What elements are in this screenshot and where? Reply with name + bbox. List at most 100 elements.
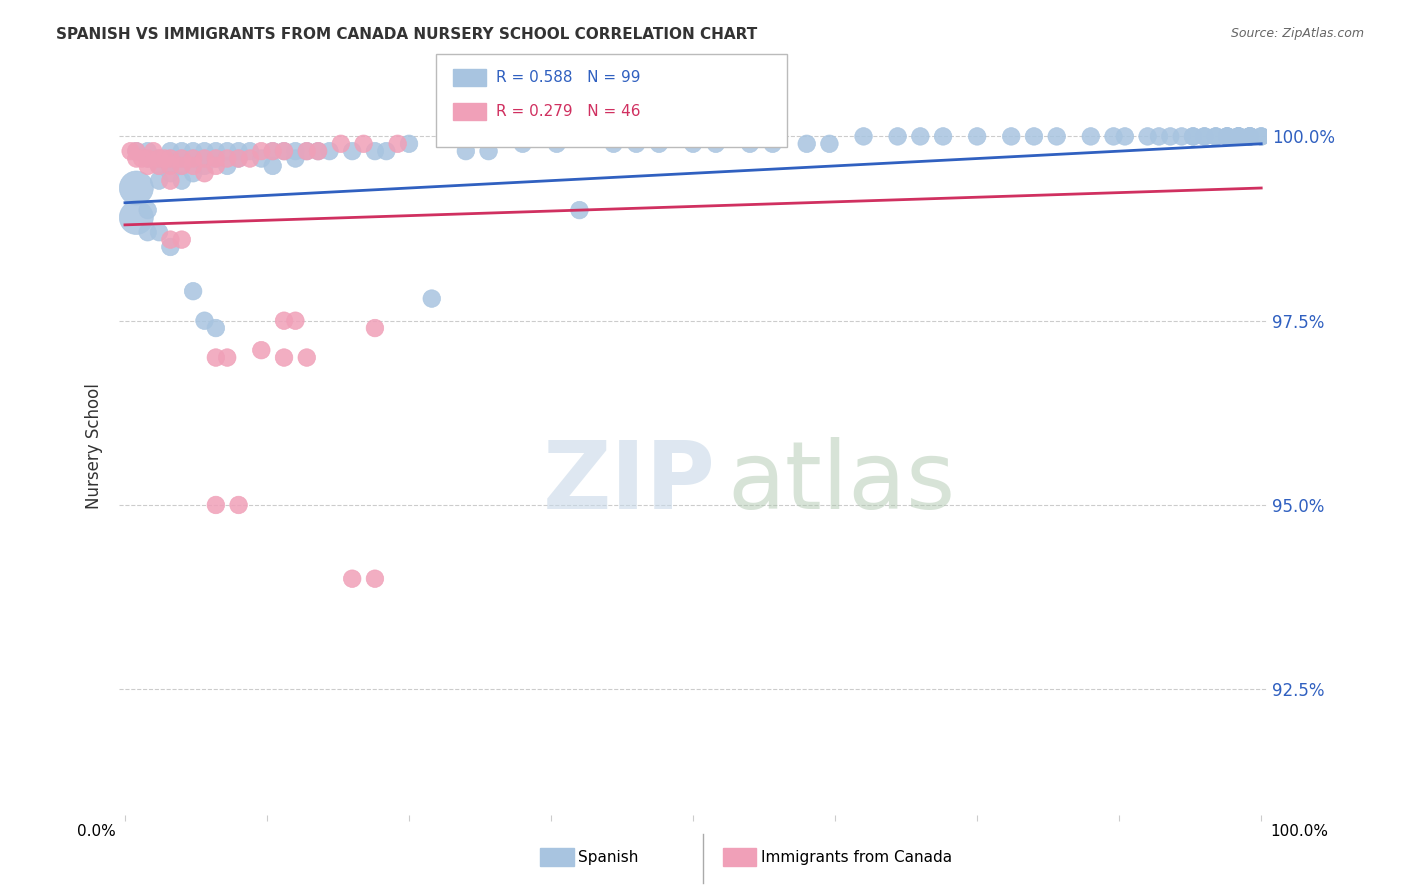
Point: [477, 144, 499, 158]
Point: [512, 136, 534, 151]
Point: [1227, 129, 1250, 144]
Point: [205, 498, 228, 512]
Point: [170, 159, 193, 173]
Point: [910, 129, 932, 144]
Point: [125, 211, 148, 225]
Point: [181, 159, 204, 173]
Point: [262, 159, 284, 173]
Point: [420, 292, 443, 306]
Text: ZIP: ZIP: [543, 437, 716, 529]
Point: [205, 321, 228, 335]
Point: [217, 351, 239, 365]
Point: [1182, 129, 1205, 144]
Point: [886, 129, 908, 144]
Point: [273, 314, 295, 328]
Point: [762, 136, 785, 151]
Point: [329, 136, 352, 151]
Point: [1227, 129, 1250, 144]
Point: [342, 572, 364, 586]
Point: [193, 152, 215, 166]
Point: [1136, 129, 1159, 144]
Point: [602, 136, 624, 151]
Point: [142, 144, 165, 158]
Point: [193, 314, 215, 328]
Point: [125, 152, 148, 166]
Point: [273, 144, 295, 158]
Point: [125, 181, 148, 195]
Point: [181, 152, 204, 166]
Point: [217, 144, 239, 158]
Point: [1194, 129, 1216, 144]
Point: [120, 144, 142, 158]
Point: [148, 152, 170, 166]
Point: [852, 129, 875, 144]
Point: [193, 166, 215, 180]
Point: [295, 144, 318, 158]
Point: [262, 144, 284, 158]
Point: [1102, 129, 1125, 144]
Point: [181, 152, 204, 166]
Point: [250, 144, 273, 158]
Point: [136, 159, 159, 173]
Point: [136, 152, 159, 166]
Point: [1239, 129, 1261, 144]
Point: [1000, 129, 1022, 144]
Point: [159, 240, 181, 254]
Point: [181, 166, 204, 180]
Point: [148, 159, 170, 173]
Text: Immigrants from Canada: Immigrants from Canada: [761, 850, 952, 864]
Point: [170, 152, 193, 166]
Point: [217, 152, 239, 166]
Point: [159, 152, 181, 166]
Point: [250, 343, 273, 358]
Point: [1227, 129, 1250, 144]
Point: [239, 144, 262, 158]
Point: [284, 144, 307, 158]
Point: [125, 144, 148, 158]
Point: [159, 174, 181, 188]
Point: [125, 144, 148, 158]
Y-axis label: Nursery School: Nursery School: [86, 383, 103, 509]
Point: [546, 136, 568, 151]
Text: 0.0%: 0.0%: [77, 824, 117, 838]
Point: [159, 159, 181, 173]
Point: [568, 203, 591, 218]
Point: [1239, 129, 1261, 144]
Point: [295, 144, 318, 158]
Point: [181, 144, 204, 158]
Point: [148, 152, 170, 166]
Point: [1114, 129, 1136, 144]
Point: [1250, 129, 1272, 144]
Point: [170, 159, 193, 173]
Point: [375, 144, 398, 158]
Point: [1205, 129, 1227, 144]
Point: [159, 166, 181, 180]
Point: [818, 136, 841, 151]
Point: [342, 144, 364, 158]
Point: [193, 144, 215, 158]
Point: [250, 152, 273, 166]
Point: [307, 144, 329, 158]
Point: [318, 144, 340, 158]
Point: [228, 152, 250, 166]
Point: [738, 136, 761, 151]
Point: [170, 174, 193, 188]
Point: [307, 144, 329, 158]
Point: [364, 144, 387, 158]
Point: [205, 152, 228, 166]
Point: [1194, 129, 1216, 144]
Point: [136, 225, 159, 239]
Point: [1022, 129, 1045, 144]
Point: [159, 144, 181, 158]
Point: [1239, 129, 1261, 144]
Point: [273, 144, 295, 158]
Point: [398, 136, 420, 151]
Point: [796, 136, 818, 151]
Point: [228, 144, 250, 158]
Point: [648, 136, 671, 151]
Point: [1239, 129, 1261, 144]
Point: [205, 152, 228, 166]
Point: [1205, 129, 1227, 144]
Text: atlas: atlas: [727, 437, 956, 529]
Point: [228, 498, 250, 512]
